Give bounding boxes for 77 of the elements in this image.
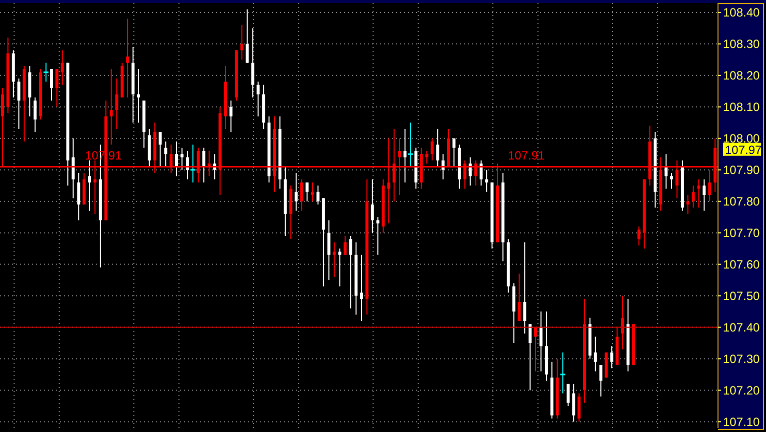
candlestick: [115, 78, 118, 130]
y-tick-label: 108.20: [723, 68, 760, 83]
y-tick-label: 107.50: [723, 289, 760, 304]
candlestick: [294, 172, 298, 212]
candlestick: [164, 141, 168, 168]
candlestick: [370, 178, 374, 234]
candlestick: [240, 24, 244, 60]
y-tick-label: 107.40: [723, 320, 760, 335]
candlestick: [332, 242, 336, 278]
candlestick: [578, 392, 581, 422]
candlestick: [610, 346, 614, 369]
y-tick-label: 108.40: [723, 6, 760, 20]
text: 107.97: [725, 142, 762, 157]
y-tick-label: 107.90: [723, 163, 760, 178]
candlestick: [180, 147, 184, 170]
candlestick: [256, 81, 260, 117]
y-tick-label: 108.10: [723, 100, 760, 114]
candlestick: [88, 160, 92, 212]
text: 107.91: [508, 148, 545, 163]
y-tick-label: 107.70: [723, 226, 760, 240]
candlestick: [72, 138, 75, 199]
y-tick-label: 107.30: [723, 352, 760, 366]
candlestick: [55, 68, 58, 108]
candlestick: [311, 182, 314, 202]
candlestick: [686, 194, 690, 214]
candlestick: [110, 68, 113, 146]
candlestick: [425, 150, 428, 164]
y-tick-label: 107.60: [723, 258, 760, 272]
candlestick: [338, 248, 342, 287]
y-tick-label: 107.10: [723, 414, 760, 429]
candlestick: [664, 154, 668, 190]
candlestick: [697, 178, 700, 208]
candlestick: [637, 226, 640, 246]
candlestick: [518, 273, 521, 322]
candlestick: [523, 242, 526, 334]
candlestick: [60, 50, 64, 86]
candlestick: [50, 68, 53, 102]
candlestick: [670, 172, 674, 190]
candlestick: [300, 178, 304, 212]
y-tick-label: 108.30: [723, 37, 760, 52]
candlestick: [692, 185, 695, 208]
y-tick-label: 107.80: [723, 194, 760, 209]
candlestick: [316, 185, 320, 205]
candlestick: [246, 8, 249, 64]
candlestick: [436, 128, 440, 168]
y-tick-label: 107.20: [723, 383, 760, 398]
candlestick: [566, 383, 570, 406]
candlestick: [594, 336, 597, 372]
candlestick: [534, 326, 538, 372]
candlestick: [480, 160, 483, 186]
candlestick: [404, 128, 407, 183]
candlestick: [126, 18, 130, 98]
candlestick: [229, 100, 232, 133]
candlestick: [376, 216, 380, 256]
candlestick: [708, 169, 712, 202]
candlestick: [485, 169, 488, 192]
candlestick: [540, 311, 542, 372]
candlestick: [452, 138, 456, 168]
candlestick: [430, 138, 434, 161]
candlestick: [360, 254, 363, 322]
candlestick: [599, 364, 602, 398]
candlestick: [34, 96, 37, 133]
candlestick: [572, 383, 576, 422]
candlestick: [306, 182, 309, 202]
candlestick: [621, 295, 624, 350]
candlestick: [77, 172, 80, 221]
candlestick: [136, 68, 140, 124]
candlestick: [344, 235, 347, 256]
candlestick: [158, 132, 162, 168]
candlestick: [251, 28, 254, 98]
candlestick: [17, 78, 20, 130]
candlestick: [327, 220, 330, 281]
candlestick: [202, 147, 206, 183]
candlestick: [702, 178, 706, 212]
candlestick: [528, 324, 532, 391]
candlestick: [175, 141, 178, 177]
candlestick: [349, 235, 352, 309]
